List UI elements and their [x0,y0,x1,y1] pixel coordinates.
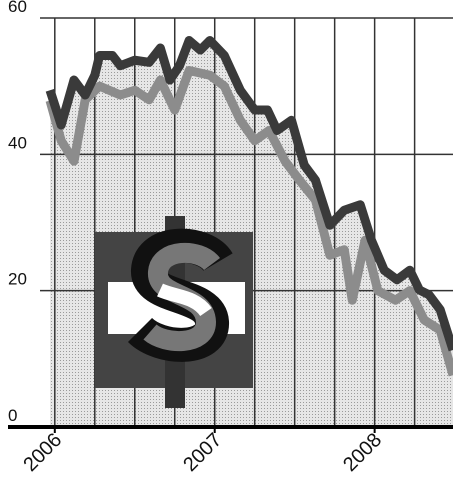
x-tick-label: 2008 [339,429,386,476]
y-tick-label: 40 [8,133,27,152]
dollar-icon [95,216,253,408]
y-tick-label: 60 [8,0,27,16]
y-tick-label: 20 [8,270,27,289]
x-tick-label: 2007 [179,429,226,476]
chart: 0 20 40 60 2006 2007 2008 [0,0,453,489]
y-tick-label: 0 [8,406,17,425]
x-tick-label: 2006 [19,429,66,476]
